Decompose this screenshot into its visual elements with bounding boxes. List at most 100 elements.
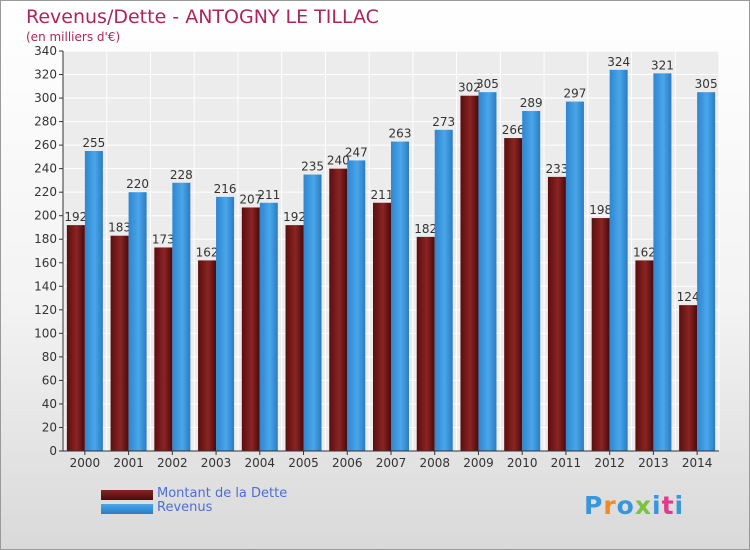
- data-label-revenus-2010: 289: [520, 96, 543, 110]
- bar-dette-2004: [241, 207, 260, 451]
- data-label-dette-2006: 240: [327, 154, 350, 168]
- legend-swatch-revenus: [101, 504, 153, 514]
- bar-revenus-2009: [478, 92, 497, 452]
- x-tick-label-2009: 2009: [463, 456, 494, 470]
- data-label-dette-2002: 173: [152, 232, 175, 246]
- x-tick-label-2006: 2006: [332, 456, 363, 470]
- bar-dette-2000: [66, 225, 85, 451]
- y-tick-label: 300: [34, 91, 57, 105]
- chart-subtitle: (en milliers d'€): [26, 30, 121, 44]
- bar-revenus-2011: [565, 101, 584, 452]
- y-tick-label: 0: [49, 444, 57, 458]
- data-label-dette-2011: 233: [545, 162, 568, 176]
- y-tick-label: 340: [34, 44, 57, 58]
- bar-revenus-2012: [609, 69, 628, 451]
- y-tick-label: 240: [34, 162, 57, 176]
- bar-revenus-2001: [128, 192, 147, 452]
- logo-letter: t: [661, 491, 675, 520]
- data-label-dette-2000: 192: [64, 210, 87, 224]
- bar-dette-2013: [635, 260, 654, 451]
- y-tick-label: 40: [42, 397, 57, 411]
- proxiti-logo: Proxiti: [584, 491, 684, 520]
- bar-revenus-2010: [522, 111, 541, 451]
- bar-revenus-2007: [391, 141, 409, 451]
- chart-title: Revenus/Dette - ANTOGNY LE TILLAC: [26, 6, 379, 28]
- y-tick-label: 200: [34, 209, 57, 223]
- axes: 0 20 40 60 80 100 120 140 160 180 200 220 240 260 280 3…: [34, 44, 719, 470]
- y-tick-label: 180: [34, 232, 57, 246]
- x-tick-label-2000: 2000: [70, 456, 101, 470]
- logo-letter: i: [652, 491, 662, 520]
- bar-revenus-2000: [84, 151, 103, 451]
- x-tick-label-2007: 2007: [376, 456, 407, 470]
- data-label-dette-2008: 182: [414, 222, 437, 236]
- x-tick-label-2014: 2014: [682, 456, 713, 470]
- data-label-revenus-2008: 273: [432, 115, 455, 129]
- y-tick-label: 120: [34, 303, 57, 317]
- y-tick-label: 320: [34, 68, 57, 82]
- bar-revenus-2014: [697, 92, 716, 452]
- y-tick-label: 20: [42, 420, 57, 434]
- y-tick-label: 220: [34, 185, 57, 199]
- bar-dette-2010: [504, 138, 523, 451]
- bar-revenus-2008: [434, 129, 453, 451]
- bar-revenus-2013: [653, 73, 672, 452]
- bar-dette-2007: [373, 202, 391, 451]
- data-label-revenus-2005: 235: [301, 160, 324, 174]
- data-label-dette-2012: 198: [589, 203, 612, 217]
- x-tick-label-2001: 2001: [113, 456, 144, 470]
- data-label-revenus-2004: 211: [257, 188, 280, 202]
- logo-letter: r: [603, 491, 617, 520]
- x-tick-label-2008: 2008: [419, 456, 450, 470]
- bar-revenus-2002: [172, 182, 191, 451]
- bar-revenus-2006: [347, 160, 366, 452]
- y-tick-label: 140: [34, 279, 57, 293]
- data-label-revenus-2007: 263: [389, 127, 412, 141]
- legend-label-revenus: Revenus: [157, 500, 213, 515]
- data-label-dette-2003: 162: [196, 245, 219, 259]
- y-tick-label: 60: [42, 373, 57, 387]
- x-tick-label-2004: 2004: [245, 456, 276, 470]
- data-label-revenus-2001: 220: [126, 177, 149, 191]
- legend-label-dette: Montant de la Dette: [157, 486, 288, 501]
- legend-swatch-dette: [101, 490, 153, 500]
- x-tick-label-2005: 2005: [288, 456, 319, 470]
- bar-dette-2012: [591, 218, 610, 451]
- x-tick-label-2010: 2010: [507, 456, 538, 470]
- bar-dette-2003: [198, 260, 217, 451]
- y-tick-label: 160: [34, 256, 57, 270]
- logo-letter: P: [584, 491, 604, 520]
- data-label-revenus-2013: 321: [651, 58, 674, 72]
- y-tick-label: 100: [34, 326, 57, 340]
- data-label-dette-2005: 192: [283, 210, 306, 224]
- data-label-dette-2004: 207: [239, 192, 262, 206]
- data-label-dette-2013: 162: [633, 245, 656, 259]
- data-label-dette-2001: 183: [108, 221, 131, 235]
- bar-dette-2002: [154, 247, 173, 451]
- y-tick-label: 80: [42, 350, 57, 364]
- logo-letter: i: [674, 491, 685, 520]
- data-label-revenus-2009: 305: [476, 77, 499, 91]
- bar-dette-2006: [329, 168, 348, 451]
- bar-revenus-2005: [303, 174, 322, 451]
- bar-dette-2001: [110, 235, 129, 451]
- data-label-dette-2007: 211: [371, 188, 394, 202]
- data-label-dette-2009: 302: [458, 81, 481, 95]
- x-tick-label-2013: 2013: [638, 456, 669, 470]
- bar-dette-2009: [460, 95, 479, 452]
- logo-letter: x: [634, 491, 652, 520]
- x-tick-label-2011: 2011: [551, 456, 582, 470]
- x-tick-label-2002: 2002: [157, 456, 188, 470]
- x-tick-label-2012: 2012: [594, 456, 625, 470]
- y-tick-label: 280: [34, 115, 57, 129]
- y-tick-label: 260: [34, 138, 57, 152]
- data-label-dette-2010: 266: [502, 123, 525, 137]
- data-label-revenus-2012: 324: [607, 55, 630, 69]
- bar-dette-2011: [547, 176, 566, 451]
- data-label-dette-2014: 124: [677, 290, 700, 304]
- x-tick-label-2003: 2003: [201, 456, 232, 470]
- logo-letter: o: [616, 491, 635, 520]
